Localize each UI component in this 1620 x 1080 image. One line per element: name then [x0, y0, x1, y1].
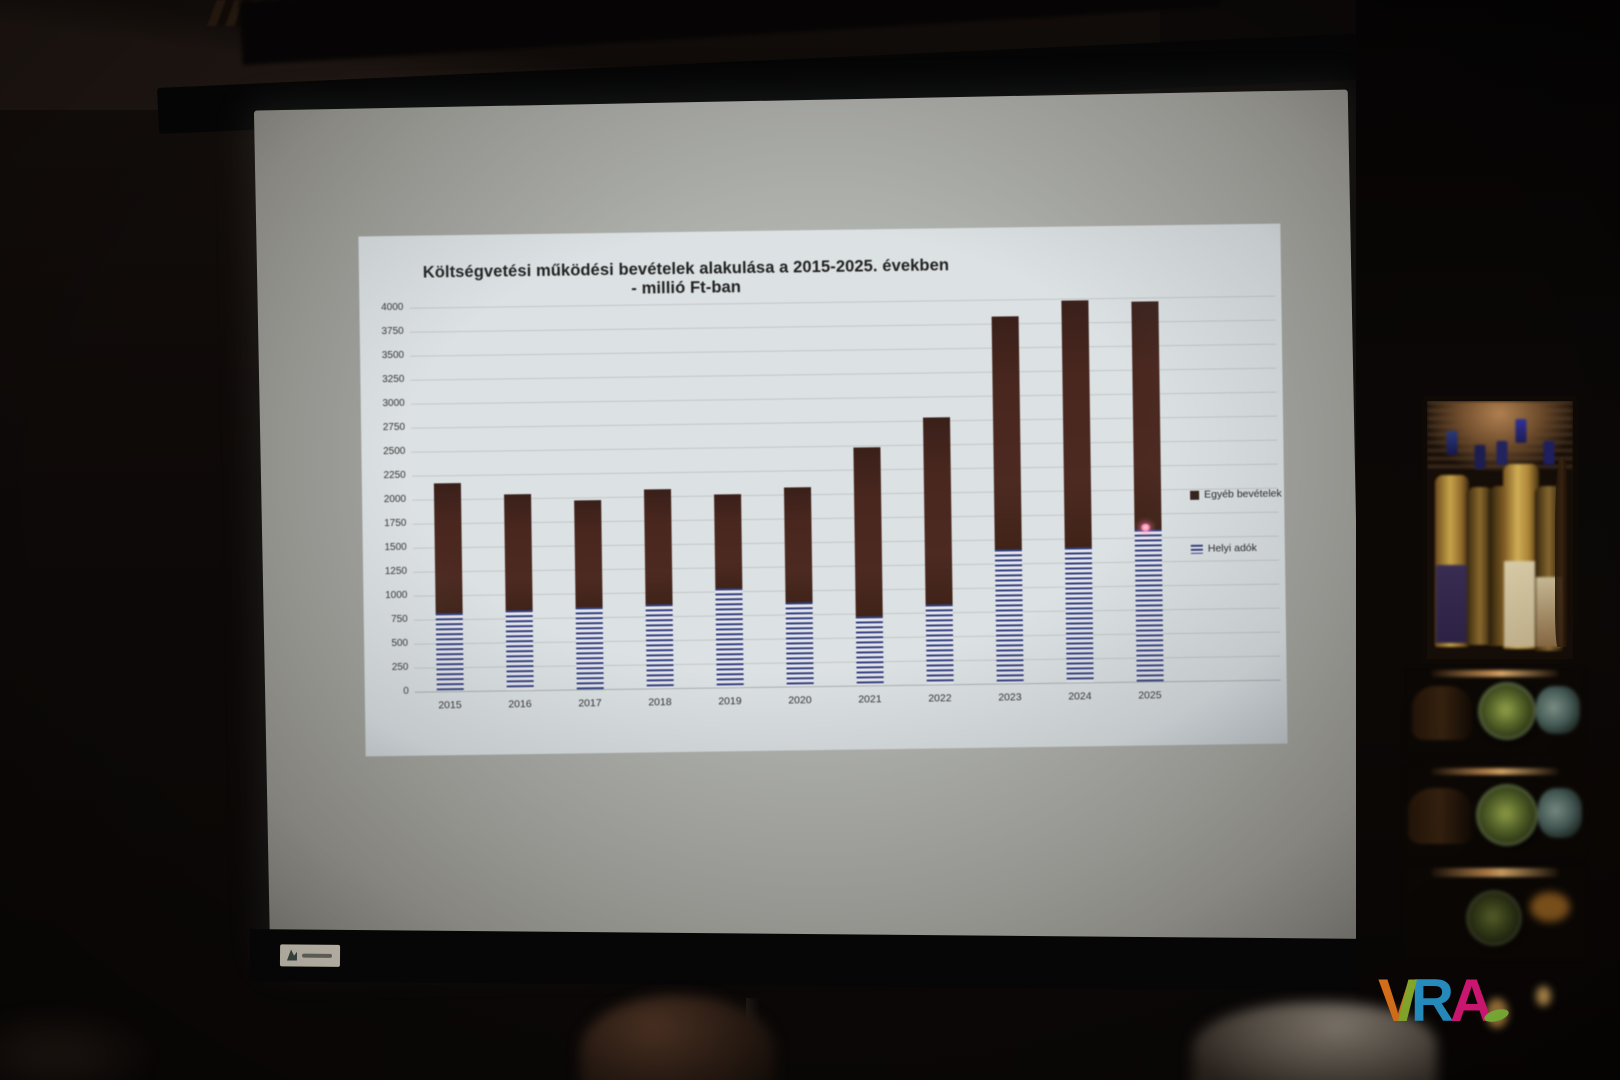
plot-area: 0 250 500 750 1000 1250 1500 1750 2000 2250 2500 27…: [358, 224, 1287, 757]
left-wall: [0, 110, 270, 1080]
legend-swatch-solid: [1190, 490, 1200, 500]
x-tick-label: 2020: [788, 694, 812, 707]
vira-letter-a: A: [1450, 967, 1493, 1034]
bar-segment-helyi-adók-2016: [505, 610, 534, 691]
y-tick-label: 250: [391, 661, 409, 674]
legend-item: Helyi adók: [1190, 541, 1257, 555]
wine-cabinet: [1356, 0, 1620, 1080]
y-tick-label: 2000: [383, 493, 407, 506]
x-tick-label: 2016: [508, 698, 532, 711]
wine-cabinet-upper-window: [1422, 396, 1578, 664]
bar-segment-helyi-adók-2018: [645, 604, 674, 689]
wine-bottle-side: [1538, 788, 1582, 838]
y-tick-label: 500: [391, 637, 409, 650]
wine-bottle: [1503, 419, 1539, 649]
wine-bottle-side: [1412, 686, 1472, 740]
bar-segment-egyéb-bevételek-2024: [1060, 300, 1092, 548]
bar-segment-egyéb-bevételek-2022: [922, 417, 953, 605]
shelf-light-glint: [1431, 868, 1559, 877]
x-tick-label: 2021: [858, 693, 882, 706]
y-tick-label: 0: [403, 685, 409, 697]
wine-bottle-side: [1536, 686, 1580, 734]
bar-segment-egyéb-bevételek-2020: [783, 487, 813, 603]
legend-label: Egyéb bevételek: [1204, 487, 1282, 501]
y-tick-label: 1500: [384, 541, 407, 554]
bar-segment-helyi-adók-2024: [1064, 546, 1094, 683]
y-tick-label: 1000: [385, 589, 408, 602]
wine-bottle: [1435, 431, 1469, 647]
y-tick-label: 3250: [382, 373, 405, 386]
y-tick-label: 2500: [383, 445, 406, 458]
x-tick-label: 2022: [928, 692, 952, 705]
wine-shelf-row: [1404, 668, 1586, 754]
bar-segment-helyi-adók-2022: [925, 604, 954, 685]
y-tick-label: 4000: [381, 301, 404, 314]
screen-bottom-casing: [249, 929, 1363, 991]
x-tick-label: 2025: [1138, 689, 1162, 702]
bar-segment-helyi-adók-2023: [994, 548, 1024, 684]
x-tick-label: 2015: [438, 699, 462, 712]
bottle-bottom: [1476, 784, 1538, 846]
bar-segment-egyéb-bevételek-2019: [713, 494, 742, 589]
x-tick-label: 2018: [648, 696, 672, 709]
legend-swatch-stripes: [1190, 544, 1203, 554]
y-tick-label: 2250: [383, 469, 406, 482]
bar-segment-egyéb-bevételek-2017: [573, 500, 603, 608]
projected-slide: Költségvetési működési bevételek alakulá…: [358, 223, 1288, 757]
x-tick-label: 2017: [578, 697, 602, 710]
bar-segment-helyi-adók-2019: [714, 588, 744, 688]
wine-shelf-row: [1404, 766, 1586, 858]
bar-segment-egyéb-bevételek-2025: [1130, 301, 1162, 530]
y-tick-label: 1750: [384, 517, 407, 530]
vira-letter-v: V: [1378, 967, 1418, 1034]
bottle-bottom: [1478, 682, 1536, 740]
shelf-light-glint: [1431, 670, 1559, 677]
x-tick-label: 2024: [1068, 690, 1092, 703]
shelf-light-glint: [1431, 768, 1559, 775]
bar-segment-egyéb-bevételek-2015: [433, 482, 463, 614]
legend-label: Helyi adók: [1207, 541, 1257, 555]
wine-bottle-side: [1408, 788, 1472, 844]
wine-bottle: [1555, 457, 1569, 647]
x-tick-label: 2023: [998, 691, 1022, 704]
vira-letter-r: R: [1410, 967, 1454, 1034]
bar-segment-helyi-adók-2017: [575, 607, 604, 690]
y-tick-label: 2750: [382, 421, 406, 434]
y-tick-label: 3500: [381, 349, 405, 362]
legend-item: Egyéb bevételek: [1190, 488, 1282, 501]
bar-segment-helyi-adók-2020: [785, 602, 814, 687]
warm-reflection: [1536, 986, 1551, 1006]
wine-bottle: [1467, 445, 1493, 645]
bar-segment-helyi-adók-2025: [1134, 529, 1164, 682]
x-tick-label: 2019: [718, 695, 742, 708]
audience-head: [1192, 1002, 1437, 1080]
y-tick-label: 750: [391, 613, 408, 626]
y-tick-label: 3750: [381, 325, 404, 338]
amber-glint: [1530, 892, 1570, 922]
bottle-bottom: [1466, 890, 1522, 946]
bar-segment-helyi-adók-2015: [435, 612, 464, 692]
y-tick-label: 3000: [382, 397, 405, 410]
bar-segment-egyéb-bevételek-2018: [643, 489, 673, 605]
bar-segment-egyéb-bevételek-2021: [852, 447, 883, 617]
bar-segment-egyéb-bevételek-2023: [991, 316, 1022, 550]
audience-head: [580, 995, 775, 1080]
bar-segment-helyi-adók-2021: [855, 616, 884, 686]
wine-shelf-row: [1404, 866, 1586, 960]
screen-brand-sticker: [279, 944, 341, 967]
y-tick-label: 1250: [384, 565, 408, 578]
bar-segment-egyéb-bevételek-2016: [503, 494, 533, 611]
